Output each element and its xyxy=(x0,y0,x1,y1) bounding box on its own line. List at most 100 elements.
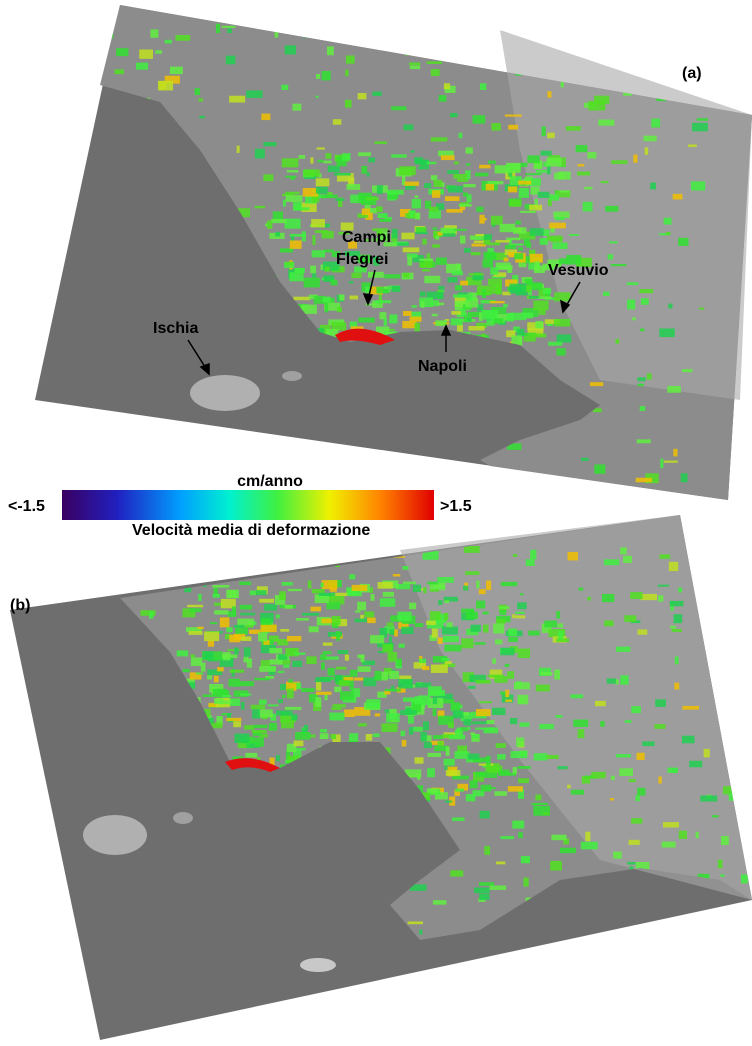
point-cluster xyxy=(528,631,539,636)
point-cluster xyxy=(294,741,304,747)
point-cluster xyxy=(597,30,603,35)
point-cluster xyxy=(469,273,484,275)
point-cluster xyxy=(660,554,671,558)
point-cluster xyxy=(678,238,688,246)
point-cluster xyxy=(403,311,412,316)
point-cluster xyxy=(376,206,383,212)
point-cluster xyxy=(237,146,240,153)
point-cluster xyxy=(403,247,420,252)
point-cluster xyxy=(385,689,401,692)
point-cluster xyxy=(340,691,354,700)
point-cluster xyxy=(320,733,329,739)
point-cluster xyxy=(452,271,463,275)
colorbar-caption: Velocità media di deformazione xyxy=(132,522,370,539)
point-cluster xyxy=(498,770,510,776)
point-cluster xyxy=(400,731,405,737)
point-cluster xyxy=(433,585,445,588)
point-cluster xyxy=(512,614,515,618)
point-cluster xyxy=(316,682,321,691)
point-cluster xyxy=(312,196,319,202)
point-cluster xyxy=(312,235,315,245)
point-cluster xyxy=(691,181,705,190)
point-cluster xyxy=(267,220,272,228)
point-cluster xyxy=(724,913,740,920)
point-cluster xyxy=(254,678,270,680)
point-cluster xyxy=(543,229,550,236)
point-cluster xyxy=(313,550,329,554)
point-cluster xyxy=(430,611,441,620)
point-cluster xyxy=(255,206,265,209)
point-cluster xyxy=(352,585,368,591)
point-cluster xyxy=(479,882,494,886)
point-cluster xyxy=(678,587,682,592)
point-cluster xyxy=(288,589,302,591)
point-cluster xyxy=(338,650,349,654)
point-cluster xyxy=(160,569,171,576)
point-cluster xyxy=(317,147,325,149)
point-cluster xyxy=(349,733,358,742)
point-cluster xyxy=(718,860,723,869)
point-cluster xyxy=(652,66,661,75)
point-cluster xyxy=(630,592,642,599)
point-cluster xyxy=(293,297,310,301)
point-cluster xyxy=(232,606,236,615)
point-cluster xyxy=(609,241,618,243)
point-cluster xyxy=(482,289,486,298)
point-cluster xyxy=(658,776,661,783)
point-cluster xyxy=(344,33,351,40)
point-cluster xyxy=(688,144,697,147)
point-cluster xyxy=(255,738,264,747)
point-cluster xyxy=(402,463,405,467)
point-cluster xyxy=(226,718,241,721)
point-cluster xyxy=(601,945,614,949)
point-cluster xyxy=(670,626,676,629)
point-cluster xyxy=(554,319,570,327)
point-cluster xyxy=(576,145,588,152)
point-cluster xyxy=(275,232,280,237)
point-cluster xyxy=(635,795,639,801)
point-cluster xyxy=(748,941,752,947)
point-cluster xyxy=(316,74,320,79)
point-cluster xyxy=(136,63,148,70)
point-cluster xyxy=(560,848,576,853)
panel-label: (b) xyxy=(10,597,30,614)
point-cluster xyxy=(491,123,501,131)
point-cluster xyxy=(507,671,514,679)
point-cluster xyxy=(207,675,212,679)
point-cluster xyxy=(295,732,311,740)
point-cluster xyxy=(583,202,593,212)
point-cluster xyxy=(444,759,455,766)
point-cluster xyxy=(402,740,407,747)
point-cluster xyxy=(432,314,438,317)
point-cluster xyxy=(640,329,645,332)
point-cluster xyxy=(163,555,179,559)
point-cluster xyxy=(375,671,382,681)
point-cluster xyxy=(326,602,340,609)
point-cluster xyxy=(678,37,689,43)
point-cluster xyxy=(660,459,663,468)
point-cluster xyxy=(323,643,333,646)
point-cluster xyxy=(263,455,275,465)
point-cluster xyxy=(203,694,219,697)
point-cluster xyxy=(226,56,236,65)
point-cluster xyxy=(608,254,613,259)
point-cluster xyxy=(283,200,286,207)
point-cluster xyxy=(446,770,461,776)
point-cluster xyxy=(427,253,431,258)
point-cluster xyxy=(681,473,688,482)
point-cluster xyxy=(282,582,293,586)
point-cluster xyxy=(459,133,463,138)
point-cluster xyxy=(667,768,677,773)
point-cluster xyxy=(518,695,529,704)
point-cluster xyxy=(291,714,297,720)
point-cluster xyxy=(547,236,562,241)
point-cluster xyxy=(523,179,530,181)
point-cluster xyxy=(432,244,440,247)
point-cluster xyxy=(463,192,468,196)
point-cluster xyxy=(460,727,468,731)
point-cluster xyxy=(555,217,565,220)
point-cluster xyxy=(490,267,498,274)
point-cluster xyxy=(379,219,391,222)
point-cluster xyxy=(249,549,260,556)
point-cluster xyxy=(380,598,395,607)
